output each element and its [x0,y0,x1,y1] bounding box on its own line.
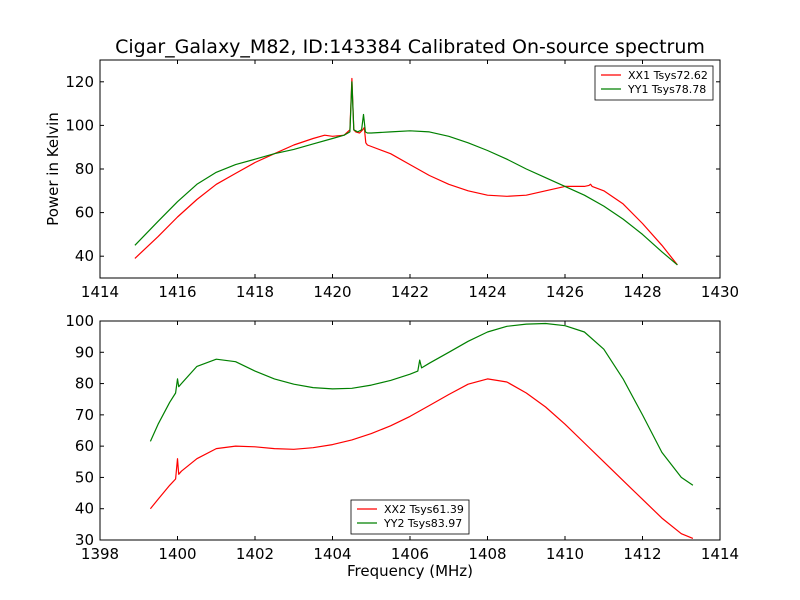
top-y-tick-label: 60 [75,204,94,222]
top-ticks: 1414 1416 1418 1420 1422 1424 1426 1428 1430 40 60… [65,60,739,301]
bottom-x-tick-label: 1400 [158,545,196,563]
top-x-tick-label: 1418 [236,283,274,301]
bottom-y-tick-label: 70 [75,406,94,424]
bottom-series [149,322,694,539]
legend-label-yy1: YY1 Tsys78.78 [627,83,706,96]
top-x-tick-label: 1422 [391,283,429,301]
top-series-line-xx1 [134,77,678,266]
bottom-x-tick-label: 1408 [468,545,506,563]
top-x-tick-label: 1416 [158,283,196,301]
bottom-legend: XX2 Tsys61.39 YY2 Tsys83.97 [350,499,470,535]
legend-label-yy2: YY2 Tsys83.97 [383,517,462,530]
top-legend: XX1 Tsys72.62 YY1 Tsys78.78 [594,65,714,101]
top-y-tick-label: 120 [65,73,94,91]
top-y-tick-label: 80 [75,160,94,178]
bottom-y-tick-label: 60 [75,437,94,455]
top-series [134,77,678,266]
bottom-y-tick-label: 50 [75,468,94,486]
bottom-y-tick-label: 30 [75,531,94,549]
bottom-legend-box [350,499,470,535]
bottom-axes-frame [99,320,721,541]
top-series-line-yy1 [134,81,678,266]
bottom-x-axis-label: Frequency (MHz) [347,562,473,580]
top-x-tick-label: 1428 [623,283,661,301]
bottom-y-tick-label: 40 [75,500,94,518]
bottom-x-tick-label: 1406 [391,545,429,563]
top-x-tick-label: 1424 [468,283,506,301]
bottom-x-tick-label: 1412 [623,545,661,563]
top-legend-box [594,65,714,101]
top-axes-frame [99,59,721,279]
figure-title: Cigar_Galaxy_M82, ID:143384 Calibrated O… [115,36,705,58]
top-x-tick-label: 1414 [81,283,119,301]
bottom-x-tick-label: 1398 [81,545,119,563]
legend-label-xx2: XX2 Tsys61.39 [384,503,464,516]
top-y-tick-label: 100 [65,116,94,134]
bottom-x-tick-label: 1402 [236,545,274,563]
bottom-series-line-xx2 [149,378,694,539]
top-y-axis-label: Power in Kelvin [44,112,62,226]
top-y-tick-label: 40 [75,247,94,265]
top-x-tick-label: 1430 [701,283,739,301]
bottom-y-tick-label: 100 [65,312,94,330]
bottom-y-tick-label: 90 [75,343,94,361]
bottom-ticks: 1398 1400 1402 1404 1406 1408 1410 1412 1414 30 40… [65,312,739,563]
bottom-spectrum-panel: 1398 1400 1402 1404 1406 1408 1410 1412 1414 30 40… [65,312,739,580]
bottom-x-tick-label: 1404 [313,545,351,563]
legend-label-xx1: XX1 Tsys72.62 [628,69,708,82]
bottom-x-tick-label: 1414 [701,545,739,563]
top-spectrum-panel: 1414 1416 1418 1420 1422 1424 1426 1428 1430 40 60… [44,59,739,301]
top-x-tick-label: 1426 [546,283,584,301]
bottom-y-tick-label: 80 [75,375,94,393]
bottom-x-tick-label: 1410 [546,545,584,563]
bottom-series-line-yy2 [149,322,694,486]
top-x-tick-label: 1420 [313,283,351,301]
